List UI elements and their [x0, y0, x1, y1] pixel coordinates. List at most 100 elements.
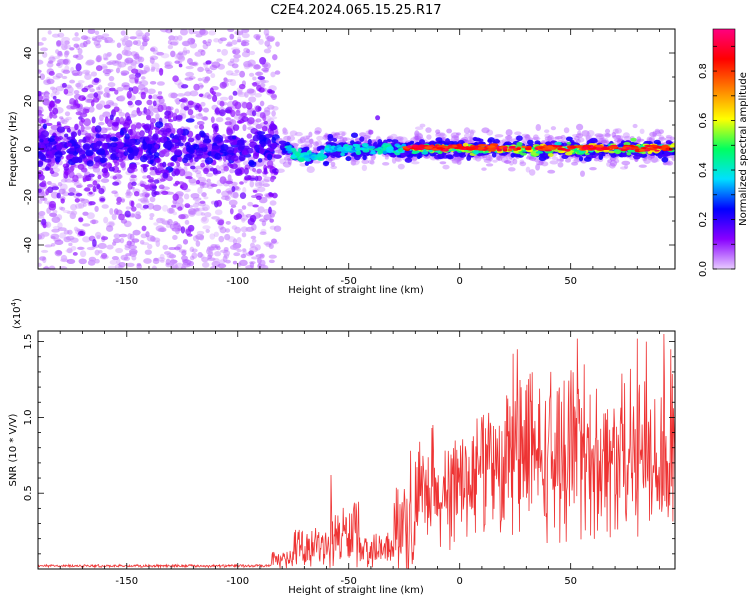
halo-blob [481, 167, 487, 171]
halo-blob [524, 134, 531, 141]
halo-blob [474, 154, 482, 162]
noise-blob [174, 108, 180, 114]
noise-blob [210, 244, 218, 249]
peak-blob [660, 147, 667, 150]
noise-blob [116, 174, 123, 179]
band-blob [331, 151, 339, 156]
inner-blob [579, 150, 587, 154]
inner-blob [545, 150, 552, 154]
noise-blob [237, 89, 243, 95]
noise-blob [126, 189, 131, 196]
noise-blob [164, 64, 174, 69]
signal-blob [63, 166, 69, 171]
noise-blob [229, 79, 237, 86]
noise-blob [237, 208, 243, 213]
signal-blob [48, 200, 57, 209]
noise-blob [236, 236, 242, 244]
tick-label: 0.4 [698, 162, 709, 178]
noise-blob [129, 233, 135, 241]
inner-blob [566, 142, 572, 145]
core-blob [47, 138, 55, 142]
noise-blob [120, 70, 130, 76]
noise-blob [234, 30, 244, 36]
halo-blob [606, 161, 612, 167]
halo-blob [572, 133, 581, 138]
noise-blob [98, 121, 105, 126]
core-blob [106, 134, 112, 139]
core-blob [171, 154, 178, 162]
noise-blob [38, 69, 42, 75]
snr-y-exponent: (x104) [10, 298, 23, 329]
halo-blob [505, 135, 511, 143]
halo-blob [658, 135, 665, 140]
halo-blob [282, 161, 292, 168]
noise-blob [94, 205, 99, 212]
halo-blob [521, 133, 529, 137]
signal-blob [135, 72, 141, 78]
peak-blob [620, 149, 628, 152]
halo-blob [450, 132, 460, 139]
noise-blob [64, 179, 74, 183]
signal-blob [92, 180, 98, 186]
core-blob [248, 159, 255, 166]
halo-blob [577, 137, 585, 143]
noise-blob [101, 204, 109, 209]
halo-blob [604, 133, 611, 138]
signal-blob [38, 188, 42, 193]
signal-blob [231, 185, 236, 193]
signal-blob [134, 76, 139, 83]
core-blob [75, 147, 83, 153]
signal-blob [271, 192, 278, 199]
noise-blob [229, 168, 235, 174]
core-blob [82, 144, 91, 151]
noise-blob [121, 49, 129, 56]
band-blob [359, 136, 365, 142]
halo-blob [330, 161, 336, 167]
noise-blob [221, 195, 230, 201]
noise-blob [207, 38, 213, 44]
noise-blob [38, 234, 43, 240]
peak-blob [406, 145, 413, 149]
noise-blob [271, 93, 277, 100]
noise-blob [167, 207, 175, 214]
noise-blob [72, 54, 79, 59]
noise-blob [105, 99, 115, 106]
noise-blob [147, 88, 156, 95]
signal-blob [82, 108, 88, 115]
tick-label: 50 [564, 576, 577, 587]
signal-blob [75, 192, 83, 197]
band-blob [354, 141, 362, 145]
halo-blob [521, 136, 530, 143]
halo-blob [282, 128, 289, 135]
signal-blob [126, 116, 132, 122]
noise-blob [100, 178, 110, 183]
noise-blob [181, 250, 187, 257]
noise-blob [151, 265, 157, 269]
noise-blob [42, 197, 48, 202]
noise-blob [184, 219, 190, 225]
noise-blob [38, 59, 44, 65]
noise-blob [107, 82, 116, 88]
signal-blob [175, 114, 183, 121]
noise-blob [127, 65, 133, 72]
noise-blob [111, 60, 120, 66]
noise-blob [38, 42, 44, 46]
core-blob [178, 136, 185, 141]
noise-blob [65, 235, 75, 241]
band-blob [487, 137, 495, 143]
halo-blob [324, 132, 329, 140]
halo-blob [647, 155, 653, 161]
noise-blob [125, 206, 131, 210]
noise-blob [149, 80, 157, 85]
band-blob [634, 152, 642, 157]
noise-blob [262, 183, 270, 188]
halo-blob [600, 139, 608, 144]
signal-blob [252, 204, 259, 208]
halo-blob [544, 129, 550, 134]
noise-blob [195, 233, 205, 240]
noise-blob [259, 253, 265, 259]
noise-blob [152, 258, 160, 265]
spectrogram-y-label: Frequency (Hz) [8, 111, 19, 187]
noise-blob [109, 259, 118, 265]
halo-blob [585, 132, 591, 139]
